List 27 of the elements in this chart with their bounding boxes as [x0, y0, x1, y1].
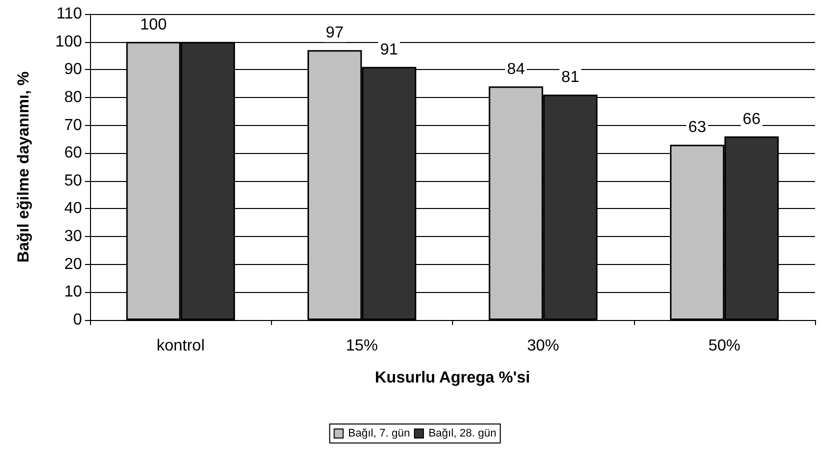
x-tick-label: 50%: [708, 338, 740, 354]
x-axis-title: Kusurlu Agrega %'si: [374, 370, 530, 386]
y-tick-label: 10: [64, 284, 82, 301]
data-label: 66: [742, 110, 761, 128]
y-tick-label: 80: [64, 88, 82, 106]
y-tick-label: 100: [55, 33, 82, 50]
legend-label: Bağıl, 7. gün: [348, 428, 410, 440]
data-label: 97: [326, 24, 344, 42]
y-tick-label: 60: [64, 144, 82, 162]
y-tick-label: 30: [64, 228, 82, 246]
x-tick-label: kontrol: [156, 338, 205, 354]
data-label: 91: [380, 41, 398, 58]
y-tick-label: 70: [64, 116, 82, 134]
data-label: 100: [140, 16, 167, 34]
y-tick-label: 0: [73, 312, 82, 328]
legend-label: Bağıl, 28. gün: [428, 428, 496, 440]
data-label: 81: [561, 69, 580, 86]
y-tick-label: 90: [64, 61, 82, 78]
data-label: 63: [688, 119, 706, 136]
x-tick-label: 30%: [527, 338, 560, 354]
y-tick-label: 40: [64, 200, 82, 218]
x-tick-label: 15%: [346, 338, 378, 354]
data-label: 84: [507, 60, 525, 78]
y-tick-label: 20: [64, 256, 82, 273]
y-tick-label: 50: [64, 172, 82, 190]
y-tick-label: 110: [56, 6, 82, 22]
y-axis-title: Bağıl eğilme dayanımı, %: [16, 71, 32, 263]
